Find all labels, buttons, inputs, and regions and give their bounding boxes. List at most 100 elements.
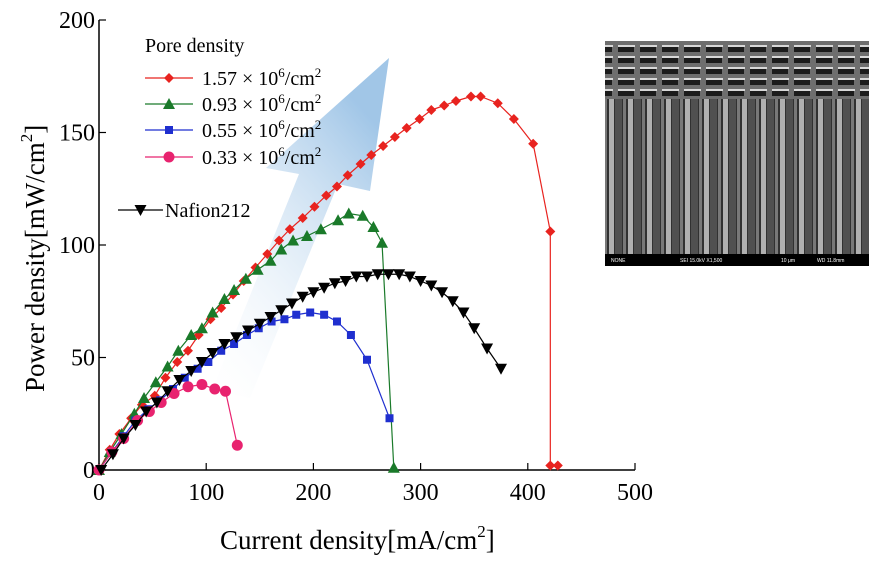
- data-point: [182, 381, 194, 393]
- x-tick-label: 500: [617, 480, 653, 506]
- data-point: [219, 385, 231, 397]
- legend-title: Pore density: [145, 35, 244, 57]
- x-tick-label: 400: [510, 480, 546, 506]
- data-point: [306, 308, 315, 317]
- data-point: [355, 159, 366, 169]
- data-point: [264, 254, 277, 266]
- data-point: [297, 213, 308, 223]
- data-point: [150, 397, 163, 409]
- data-point: [457, 307, 470, 319]
- data-point: [231, 439, 243, 451]
- data-point: [339, 276, 352, 287]
- data-point: [545, 226, 556, 237]
- data-point: [332, 214, 345, 226]
- data-point: [149, 376, 162, 388]
- data-point: [280, 315, 289, 324]
- legend-swatch-marker: [164, 73, 174, 83]
- y-axis-label: Power density[mW/cm2]: [17, 125, 50, 392]
- series-1: [94, 91, 563, 475]
- legend-label: Nafion212: [165, 200, 251, 222]
- data-point: [275, 243, 288, 255]
- data-point: [439, 100, 450, 111]
- data-point: [318, 282, 331, 294]
- data-point: [253, 318, 266, 330]
- data-point: [307, 287, 320, 299]
- legend-entry: 0.93 × 106/cm2: [145, 91, 321, 116]
- data-point: [508, 114, 519, 124]
- data-point: [185, 329, 198, 340]
- data-point: [140, 406, 153, 418]
- data-point: [209, 383, 221, 395]
- sem-label-wd: WD 11.8mm: [817, 258, 844, 264]
- data-point: [481, 343, 494, 355]
- data-point: [285, 298, 298, 310]
- data-point: [180, 373, 189, 382]
- legend-entry: 0.55 × 106/cm2: [145, 117, 321, 142]
- data-point: [300, 230, 313, 241]
- data-point: [468, 323, 481, 335]
- x-tick-label: 300: [403, 480, 439, 506]
- data-point: [385, 414, 394, 423]
- data-point: [492, 98, 503, 109]
- data-point: [332, 317, 341, 326]
- sem-label-settings: SEI 15.0kV X1,500: [680, 258, 722, 264]
- data-point: [367, 221, 380, 232]
- data-point: [284, 224, 295, 235]
- data-point: [320, 310, 329, 319]
- data-point: [274, 235, 285, 246]
- data-point: [204, 358, 213, 366]
- series-layer: [93, 91, 563, 476]
- data-point: [161, 360, 174, 372]
- series-line: [98, 383, 238, 471]
- data-point: [195, 322, 208, 334]
- data-point: [161, 386, 174, 398]
- data-point: [331, 181, 342, 192]
- data-point: [239, 272, 252, 284]
- data-point: [342, 207, 355, 219]
- data-point: [206, 348, 219, 359]
- data-point: [342, 170, 353, 181]
- sem-label-mode: NONE: [611, 258, 626, 264]
- x-axis-label: Current density[mA/cm2]: [220, 522, 495, 555]
- data-point: [185, 366, 198, 377]
- y-tick-label: 150: [59, 121, 95, 147]
- data-point: [172, 344, 185, 356]
- legend-entry: 1.57 × 106/cm2: [145, 65, 321, 90]
- data-point: [346, 331, 355, 339]
- legend-swatch-marker: [163, 151, 175, 163]
- data-point: [401, 123, 412, 133]
- x-tick-label: 0: [93, 480, 105, 506]
- data-point: [296, 291, 309, 303]
- data-point: [446, 296, 459, 308]
- data-point: [195, 357, 208, 368]
- data-point: [160, 372, 171, 383]
- data-point: [228, 284, 241, 295]
- data-point: [389, 132, 400, 142]
- data-point: [436, 287, 449, 299]
- data-point: [168, 388, 180, 399]
- data-point: [267, 317, 276, 326]
- y-tick-label: 0: [83, 458, 95, 484]
- data-point: [218, 293, 231, 304]
- data-point: [292, 310, 301, 319]
- data-point: [403, 271, 416, 283]
- data-point: [465, 91, 476, 102]
- data-point: [193, 364, 202, 373]
- legend-entry: 0.33 × 106/cm2: [145, 144, 321, 169]
- data-point: [495, 363, 507, 375]
- data-point: [366, 150, 377, 160]
- sem-label-scale: 10 μm: [781, 258, 795, 264]
- axis-ticks: 0 100 200 300 400 500 0 50 100 150 200: [59, 8, 653, 506]
- sem-inset: NONE SEI 15.0kV X1,500 10 μm WD 11.8mm: [605, 41, 869, 266]
- data-point: [378, 141, 389, 151]
- legend-label: 0.93 × 106/cm2: [202, 91, 321, 116]
- data-point: [217, 346, 226, 355]
- data-point: [218, 339, 231, 350]
- data-point: [95, 465, 108, 476]
- y-tick-label: 200: [59, 8, 95, 34]
- series-5: [95, 269, 507, 476]
- data-point: [328, 278, 341, 290]
- data-point: [382, 269, 395, 281]
- data-point: [475, 91, 486, 102]
